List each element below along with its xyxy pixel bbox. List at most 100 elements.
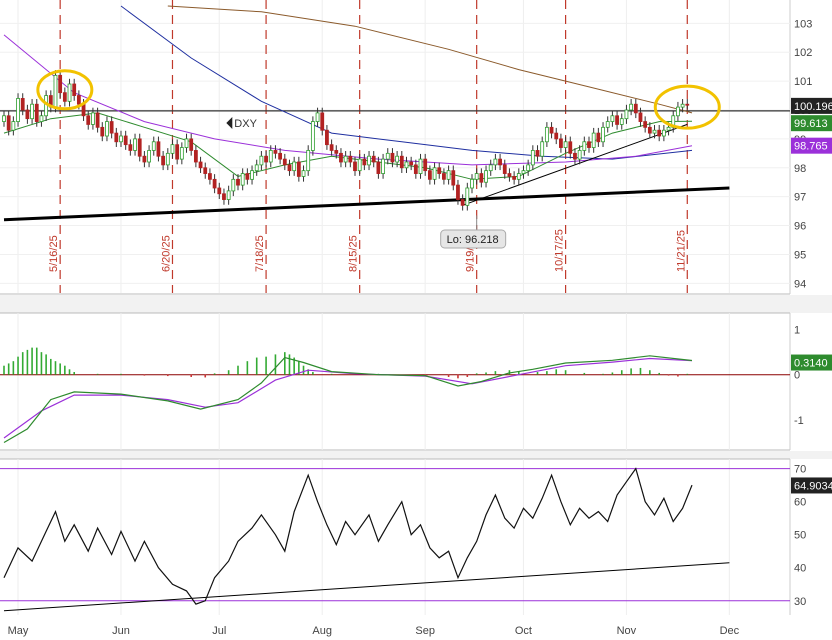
- last-price-tag: 100.196: [794, 101, 832, 113]
- price-y-tick-label: 101: [794, 76, 812, 88]
- ma-blue-line: [120, 5, 693, 160]
- candle-body: [25, 109, 30, 120]
- candle-body: [39, 115, 44, 122]
- candle-body: [105, 121, 109, 137]
- macd-value-tag: 0.3140: [794, 358, 828, 370]
- candle-body: [2, 115, 6, 122]
- candle-body: [76, 95, 81, 105]
- candle-body: [601, 126, 605, 143]
- candle-body: [605, 121, 610, 128]
- candle-body: [268, 150, 273, 163]
- x-tick-label: May: [8, 625, 29, 637]
- candle-body: [58, 74, 63, 94]
- candle-body: [559, 138, 563, 148]
- x-tick-label: Dec: [720, 625, 740, 637]
- candle-body: [582, 141, 587, 151]
- candle-body: [123, 135, 128, 146]
- rsi-panel: 70 60 50 40 30 64.9034: [0, 464, 832, 612]
- candle-body: [273, 150, 278, 154]
- candle-body: [147, 150, 151, 163]
- candle-body: [680, 103, 685, 108]
- candle-body: [685, 103, 690, 106]
- candle-body: [133, 138, 137, 151]
- candle-body: [629, 103, 634, 111]
- candle-body: [114, 132, 119, 143]
- candle-body: [413, 164, 418, 174]
- candle-body: [142, 155, 147, 163]
- candle-body: [175, 144, 180, 160]
- price-y-tick-label: 94: [794, 278, 806, 290]
- candle-body: [231, 178, 236, 192]
- ma-short-tag: 99.613: [794, 118, 828, 130]
- candle-body: [507, 173, 512, 177]
- candle-body: [161, 155, 166, 166]
- candle-body: [95, 112, 100, 128]
- candle-body: [596, 132, 601, 143]
- rsi-y-tick-label: 50: [794, 530, 806, 542]
- candle-body: [530, 150, 535, 166]
- candle-body: [465, 187, 470, 206]
- candle-body: [367, 155, 371, 166]
- candle-body: [427, 170, 432, 180]
- candle-body: [512, 176, 517, 180]
- candle-body: [137, 138, 142, 157]
- symbol-label: DXY: [234, 118, 257, 130]
- price-panel-bg: [0, 0, 790, 293]
- candle-body: [62, 92, 67, 102]
- candle-body: [385, 152, 390, 160]
- x-tick-label: Sep: [415, 625, 435, 637]
- candle-body: [6, 115, 11, 131]
- candle-body: [638, 112, 643, 122]
- candle-body: [301, 170, 306, 177]
- candle-body: [568, 141, 573, 154]
- highlight-circle-left: [36, 69, 94, 111]
- macd-panel: 1 0 -1 0.3140: [0, 325, 832, 444]
- macd-y-tick-label: 1: [794, 325, 800, 337]
- candle-body: [418, 158, 423, 174]
- candle-body: [610, 115, 615, 122]
- event-date-label: 6/20/25: [160, 235, 172, 272]
- candle-body: [325, 129, 329, 146]
- rsi-y-tick-label: 40: [794, 563, 806, 575]
- price-y-tick-label: 96: [794, 221, 806, 233]
- x-axis: May Jun Jul Aug Sep Oct Nov Dec: [8, 625, 740, 637]
- candle-body: [30, 103, 34, 120]
- x-tick-label: Jul: [212, 625, 226, 637]
- event-date-lines: 5/16/25 6/20/25 7/18/25 8/15/25 9/19/25 10/17…: [48, 0, 688, 293]
- low-label-box: [440, 229, 507, 249]
- candle-body: [282, 158, 287, 166]
- rsi-y-tick-label: 60: [794, 497, 806, 509]
- candle-body: [442, 173, 446, 180]
- rsi-line: [3, 467, 693, 605]
- x-tick-label: Oct: [515, 625, 532, 637]
- candle-body: [362, 158, 367, 166]
- candle-body: [619, 118, 624, 125]
- price-panel: 949596979899100101102103DXYLo: 96.218100…: [0, 5, 832, 290]
- event-date-label: 5/16/25: [48, 235, 60, 272]
- candle-body: [334, 150, 339, 154]
- candle-body: [544, 126, 549, 143]
- candle-body: [502, 164, 507, 174]
- candle-body: [81, 103, 86, 117]
- candle-body: [11, 121, 16, 131]
- candle-body: [371, 155, 376, 163]
- candle-body: [498, 158, 502, 166]
- candle-body: [245, 173, 250, 180]
- highlight-circle-right: [653, 84, 721, 130]
- macd-line: [3, 355, 693, 444]
- candle-body: [179, 147, 184, 160]
- candle-body: [217, 187, 222, 195]
- candle-body: [573, 152, 577, 160]
- candle-body: [193, 150, 198, 163]
- candle-body: [189, 138, 194, 151]
- candle-body: [409, 161, 414, 166]
- panel-gap-1: [0, 295, 832, 313]
- event-date-label: 7/18/25: [254, 235, 266, 272]
- macd-y-tick-label: 0: [794, 370, 800, 382]
- low-label-text: Lo: 96.218: [447, 234, 499, 246]
- candle-body: [488, 164, 493, 172]
- candle-body: [236, 178, 240, 186]
- grid-lines: [0, 0, 790, 615]
- macd-signal-line: [3, 357, 693, 439]
- candle-body: [390, 152, 395, 163]
